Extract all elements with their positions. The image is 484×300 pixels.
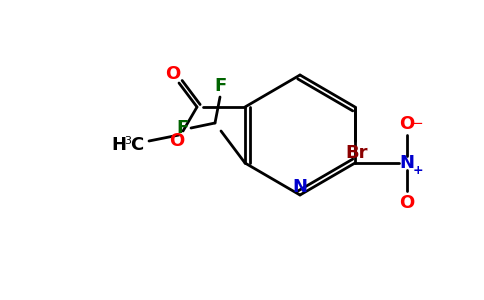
Text: C: C <box>130 136 144 154</box>
Text: N: N <box>292 178 307 196</box>
Text: F: F <box>176 119 188 137</box>
Text: O: O <box>399 194 415 212</box>
Text: N: N <box>399 154 414 172</box>
Text: H: H <box>111 136 126 154</box>
Text: O: O <box>166 65 181 83</box>
Text: 3: 3 <box>124 136 132 146</box>
Text: Br: Br <box>346 144 368 162</box>
Text: +: + <box>413 164 424 178</box>
Text: −: − <box>410 116 424 131</box>
Text: O: O <box>169 132 184 150</box>
Text: O: O <box>399 115 415 133</box>
Text: F: F <box>214 77 226 95</box>
